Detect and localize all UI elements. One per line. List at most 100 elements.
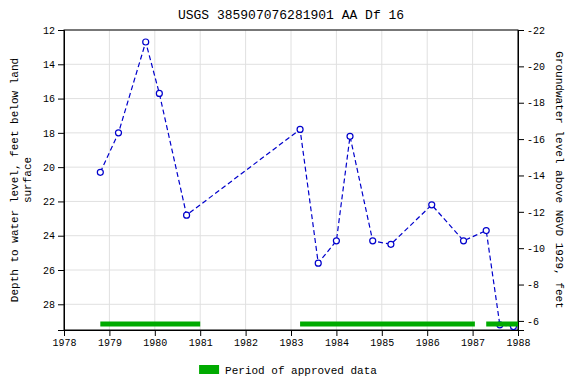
- tick-label: 1985: [370, 338, 394, 349]
- tick-mark: [518, 285, 524, 286]
- grid-line-y: [64, 64, 518, 65]
- data-point: [370, 238, 376, 244]
- tick-mark: [109, 330, 110, 336]
- tick: -14: [518, 171, 545, 182]
- tick-mark: [155, 330, 156, 336]
- grid-line-y: [64, 304, 518, 305]
- tick-mark: [518, 248, 524, 249]
- tick-label: 26: [43, 266, 55, 277]
- tick-label: 16: [43, 94, 55, 105]
- y2-axis-label: Groundwater level above NGVD 1929, feet: [553, 51, 565, 308]
- tick-mark: [200, 330, 201, 336]
- data-point: [184, 212, 190, 218]
- grid-line-x: [472, 30, 473, 330]
- tick-mark: [58, 236, 64, 237]
- tick-label: 22: [43, 197, 55, 208]
- grid-line-y: [64, 201, 518, 202]
- grid-line-x: [291, 30, 292, 330]
- tick-mark: [58, 133, 64, 134]
- tick-label: -18: [527, 98, 545, 109]
- tick-label: 1984: [325, 338, 349, 349]
- tick-label: -20: [527, 62, 545, 73]
- grid-line-y: [64, 270, 518, 271]
- tick-mark: [58, 270, 64, 271]
- grid-line-y: [64, 167, 518, 168]
- tick: 1985: [370, 330, 394, 349]
- tick: 28: [43, 300, 64, 311]
- tick-mark: [58, 99, 64, 100]
- x-axis: 1978197919801981198219831984198519861987…: [52, 330, 530, 349]
- title: USGS 385907076281901 AA Df 16: [178, 8, 404, 23]
- tick-label: -14: [527, 171, 545, 182]
- tick-mark: [246, 330, 247, 336]
- tick-mark: [518, 212, 524, 213]
- tick: -22: [518, 26, 545, 37]
- grid-line-y: [64, 132, 518, 133]
- tick-mark: [518, 139, 524, 140]
- grid-line-x: [427, 30, 428, 330]
- tick-label: -22: [527, 26, 545, 37]
- tick: -16: [518, 135, 545, 146]
- data-point: [143, 39, 149, 45]
- tick: 16: [43, 94, 64, 105]
- tick: 1979: [98, 330, 122, 349]
- tick-mark: [58, 167, 64, 168]
- tick: 1988: [506, 330, 530, 349]
- axis-line: [519, 31, 525, 331]
- tick-label: 1988: [506, 338, 530, 349]
- data-point: [461, 238, 467, 244]
- data-point: [315, 260, 321, 266]
- grid-line-x: [200, 30, 201, 330]
- tick-mark: [427, 330, 428, 336]
- tick: 22: [43, 197, 64, 208]
- tick-label: 24: [43, 231, 55, 242]
- tick-mark: [291, 330, 292, 336]
- tick: 1986: [416, 330, 440, 349]
- approved-bar: [486, 322, 518, 327]
- legend-label: Period of approved data: [225, 365, 377, 377]
- approved-bar: [300, 322, 475, 327]
- y-axis: 121416182022242628: [43, 26, 65, 331]
- grid-line-x: [336, 30, 337, 330]
- tick-mark: [518, 321, 524, 322]
- tick-mark: [336, 330, 337, 336]
- tick: -20: [518, 62, 545, 73]
- tick-label: 14: [43, 60, 55, 71]
- tick-mark: [518, 103, 524, 104]
- tick: -8: [518, 280, 539, 291]
- data-point: [297, 126, 303, 132]
- tick-label: 1979: [98, 338, 122, 349]
- tick-mark: [518, 30, 524, 31]
- tick: -10: [518, 244, 545, 255]
- tick-mark: [58, 64, 64, 65]
- tick: 1980: [143, 330, 167, 349]
- tick: -18: [518, 98, 545, 109]
- tick-mark: [58, 304, 64, 305]
- tick: 1984: [325, 330, 349, 349]
- tick: 14: [43, 60, 64, 71]
- tick-label: 1980: [143, 338, 167, 349]
- axis-line: [58, 31, 65, 331]
- approved-bar: [100, 322, 200, 327]
- tick-label: 1987: [461, 338, 485, 349]
- tick-mark: [382, 330, 383, 336]
- tick-label: 1981: [189, 338, 213, 349]
- data-point: [115, 130, 121, 136]
- tick: 18: [43, 129, 64, 140]
- axis-line: [65, 331, 519, 337]
- tick-label: -10: [527, 244, 545, 255]
- data-point: [483, 228, 489, 234]
- data-point: [333, 238, 339, 244]
- tick-label: 1982: [234, 338, 258, 349]
- grid-line-x: [381, 30, 382, 330]
- tick: 20: [43, 163, 64, 174]
- tick: 1981: [189, 330, 213, 349]
- tick: 24: [43, 231, 64, 242]
- tick: -6: [518, 317, 539, 328]
- tick: -12: [518, 208, 545, 219]
- tick-mark: [58, 201, 64, 202]
- data-line: [100, 42, 513, 327]
- tick-label: -8: [527, 280, 539, 291]
- tick: 1987: [461, 330, 485, 349]
- tick-mark: [518, 175, 524, 176]
